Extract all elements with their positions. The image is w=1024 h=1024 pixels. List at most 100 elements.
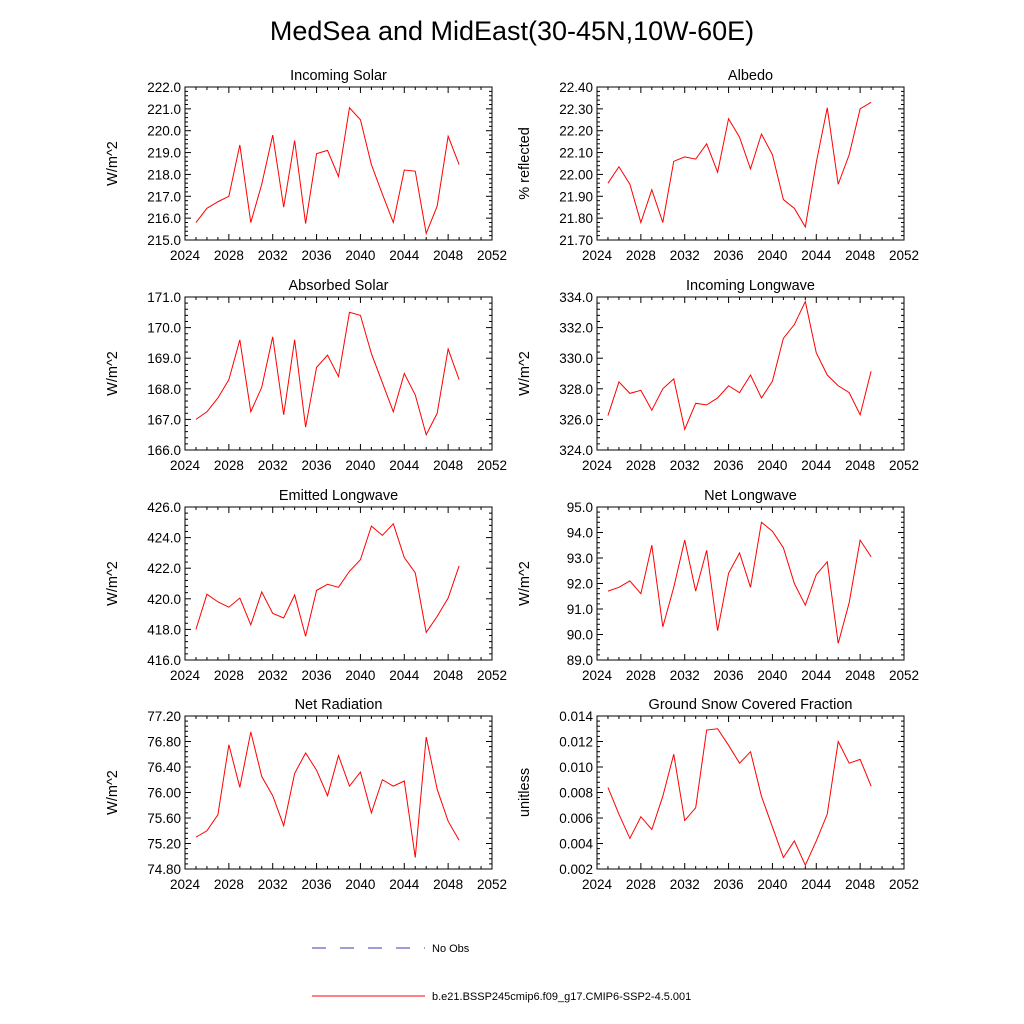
legend-label-no-obs: No Obs — [432, 943, 470, 955]
chart-albedo: Albedo % reflected 2024 2028 2032 2036 2040 204… — [517, 68, 919, 263]
chart-net-radiation-ytick-label: 76.40 — [147, 760, 181, 775]
chart-incoming-solar-ytick-label: 216.0 — [147, 211, 181, 226]
chart-net-radiation-ytick-label: 75.20 — [147, 837, 181, 852]
chart-net-radiation-xtick-label: 2024 — [170, 877, 201, 892]
chart-emitted-longwave-xtick-label: 2044 — [389, 668, 420, 683]
chart-incoming-longwave-xtick-label: 2044 — [801, 458, 832, 473]
chart-emitted-longwave-xtick-label: 2048 — [433, 668, 463, 683]
chart-net-radiation-ytick-label: 76.80 — [147, 735, 181, 750]
chart-albedo-ytick-label: 22.30 — [559, 102, 593, 117]
chart-net-longwave-ytick-label: 90.0 — [567, 628, 593, 643]
chart-net-radiation-xtick-label: 2040 — [345, 877, 375, 892]
chart-absorbed-solar-ylabel: W/m^2 — [105, 351, 121, 396]
chart-emitted-longwave: Emitted Longwave W/m^2 2024 2028 2032 2036 204… — [105, 488, 507, 683]
chart-net-longwave-series-line-0 — [607, 521, 872, 644]
chart-incoming-longwave-xtick-label: 2036 — [714, 458, 744, 473]
chart-emitted-longwave-xtick-label: 2028 — [214, 668, 244, 683]
chart-incoming-solar-ytick-label: 219.0 — [147, 146, 181, 161]
chart-absorbed-solar-xtick-label: 2048 — [433, 458, 463, 473]
chart-ground-snow-covered-fraction-xtick-label: 2052 — [889, 877, 919, 892]
chart-emitted-longwave-xtick-label: 2036 — [302, 668, 332, 683]
chart-emitted-longwave-title: Emitted Longwave — [279, 488, 398, 504]
chart-incoming-longwave-xtick-label: 2024 — [582, 458, 613, 473]
chart-absorbed-solar: Absorbed Solar W/m^2 2024 2028 2032 2036 2040 2… — [105, 278, 507, 473]
chart-albedo-ytick-label: 21.70 — [559, 233, 593, 248]
chart-net-radiation-series-line-0 — [195, 731, 460, 858]
chart-incoming-solar-xtick-label: 2044 — [389, 248, 420, 263]
chart-albedo-xtick-label: 2028 — [626, 248, 656, 263]
chart-incoming-longwave: Incoming Longwave W/m^2 2024 2028 2032 2036 20… — [517, 278, 919, 473]
chart-albedo-ytick-label: 22.40 — [559, 80, 593, 95]
chart-absorbed-solar-ytick-label: 170.0 — [147, 321, 181, 336]
chart-albedo-ytick-label: 21.80 — [559, 211, 593, 226]
chart-incoming-longwave-title: Incoming Longwave — [686, 278, 815, 294]
chart-incoming-longwave-xtick-label: 2032 — [670, 458, 700, 473]
chart-incoming-solar-xtick-label: 2036 — [302, 248, 332, 263]
chart-emitted-longwave-frame — [184, 506, 493, 661]
chart-incoming-solar-ylabel: W/m^2 — [105, 141, 121, 186]
chart-incoming-solar-ytick-label: 218.0 — [147, 167, 181, 182]
chart-incoming-solar-ytick-label: 222.0 — [147, 80, 181, 95]
chart-net-radiation-ytick-label: 76.00 — [147, 786, 181, 801]
chart-emitted-longwave-xtick-label: 2024 — [170, 668, 201, 683]
chart-incoming-longwave-xtick-label: 2040 — [757, 458, 787, 473]
chart-incoming-solar-ytick-label: 220.0 — [147, 124, 181, 139]
chart-absorbed-solar-title: Absorbed Solar — [289, 278, 389, 294]
chart-emitted-longwave-ytick-label: 424.0 — [147, 531, 181, 546]
chart-emitted-longwave-ytick-label: 416.0 — [147, 653, 181, 668]
chart-incoming-longwave-ytick-label: 324.0 — [559, 443, 593, 458]
chart-net-radiation-xtick-label: 2036 — [302, 877, 332, 892]
chart-net-longwave-xtick-label: 2036 — [714, 668, 744, 683]
chart-absorbed-solar-xtick-label: 2032 — [258, 458, 288, 473]
chart-albedo-xtick-label: 2024 — [582, 248, 613, 263]
chart-emitted-longwave-ytick-label: 422.0 — [147, 561, 181, 576]
chart-albedo-xtick-label: 2048 — [845, 248, 875, 263]
chart-absorbed-solar-ytick-label: 166.0 — [147, 443, 181, 458]
chart-albedo-xtick-label: 2052 — [889, 248, 919, 263]
chart-net-radiation-xtick-label: 2032 — [258, 877, 288, 892]
chart-albedo-ytick-label: 21.90 — [559, 189, 593, 204]
chart-net-longwave-xtick-label: 2024 — [582, 668, 613, 683]
chart-albedo-ytick-label: 22.20 — [559, 124, 593, 139]
chart-ground-snow-covered-fraction-frame — [596, 715, 905, 870]
chart-emitted-longwave-xtick-label: 2032 — [258, 668, 288, 683]
chart-absorbed-solar-ytick-label: 168.0 — [147, 382, 181, 397]
chart-net-radiation-xtick-label: 2028 — [214, 877, 244, 892]
chart-net-longwave-xtick-label: 2028 — [626, 668, 656, 683]
chart-ground-snow-covered-fraction-xtick-label: 2028 — [626, 877, 656, 892]
chart-ground-snow-covered-fraction-xtick-label: 2040 — [757, 877, 787, 892]
chart-incoming-longwave-xtick-label: 2028 — [626, 458, 656, 473]
chart-net-longwave-ylabel: W/m^2 — [517, 561, 533, 606]
chart-net-longwave-ytick-label: 89.0 — [567, 653, 593, 668]
chart-emitted-longwave-ylabel: W/m^2 — [105, 561, 121, 606]
chart-emitted-longwave-xtick-label: 2040 — [345, 668, 375, 683]
chart-net-radiation-xtick-label: 2052 — [477, 877, 507, 892]
chart-absorbed-solar-ytick-label: 169.0 — [147, 351, 181, 366]
chart-ground-snow-covered-fraction-ytick-label: 0.004 — [559, 837, 593, 852]
chart-incoming-solar-ytick-label: 221.0 — [147, 102, 181, 117]
chart-ground-snow-covered-fraction-series-line-0 — [607, 728, 872, 867]
chart-incoming-solar-xtick-label: 2052 — [477, 248, 507, 263]
figure-title: MedSea and MidEast(30-45N,10W-60E) — [270, 16, 754, 46]
chart-incoming-solar-xtick-label: 2048 — [433, 248, 463, 263]
chart-ground-snow-covered-fraction-xtick-label: 2036 — [714, 877, 744, 892]
panels-container: Incoming Solar W/m^2 2024 2028 2032 2036 2040 2… — [105, 68, 919, 892]
chart-incoming-solar-ytick-label: 217.0 — [147, 189, 181, 204]
chart-emitted-longwave-ytick-label: 426.0 — [147, 500, 181, 515]
chart-incoming-longwave-ylabel: W/m^2 — [517, 351, 533, 396]
chart-incoming-solar-xtick-label: 2032 — [258, 248, 288, 263]
chart-incoming-longwave-ytick-label: 334.0 — [559, 290, 593, 305]
chart-incoming-solar-title: Incoming Solar — [290, 68, 387, 84]
chart-emitted-longwave-ytick-label: 418.0 — [147, 622, 181, 637]
chart-incoming-solar-xtick-label: 2040 — [345, 248, 375, 263]
chart-incoming-longwave-frame — [596, 296, 905, 451]
chart-incoming-longwave-ytick-label: 332.0 — [559, 321, 593, 336]
chart-net-longwave-ytick-label: 95.0 — [567, 500, 593, 515]
chart-incoming-solar-ytick-label: 215.0 — [147, 233, 181, 248]
chart-incoming-longwave-ytick-label: 330.0 — [559, 351, 593, 366]
chart-ground-snow-covered-fraction: Ground Snow Covered Fraction unitless 2024… — [517, 697, 919, 892]
chart-ground-snow-covered-fraction-ytick-label: 0.008 — [559, 786, 593, 801]
chart-albedo-title: Albedo — [728, 68, 773, 84]
chart-albedo-ytick-label: 22.00 — [559, 167, 593, 182]
chart-incoming-solar-xtick-label: 2028 — [214, 248, 244, 263]
